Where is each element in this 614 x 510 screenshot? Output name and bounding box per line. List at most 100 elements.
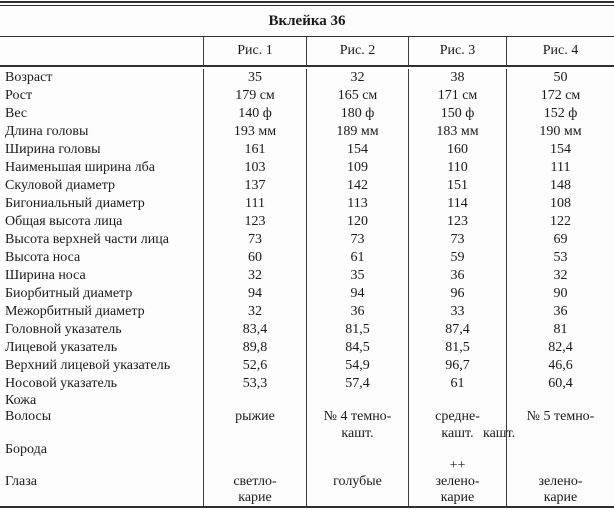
row-value: 180 ф: [306, 105, 408, 123]
row-value: 73: [408, 231, 506, 249]
row-value: 60,4: [506, 375, 614, 393]
row-value: 114: [408, 195, 506, 213]
table-row: Межорбитный диаметр 32 36 33 36: [0, 303, 614, 321]
cell-line: голубые: [333, 474, 382, 489]
row-value: 111: [506, 159, 614, 177]
row-value: 35: [306, 267, 408, 285]
cell-line: кашт.: [441, 426, 474, 441]
cell-line: кашт.: [341, 426, 374, 441]
table-row: Вес 140 ф 180 ф 150 ф 152 ф: [0, 105, 614, 123]
table-row: Наименьшая ширина лба 103 109 110 111: [0, 159, 614, 177]
row-value: 36: [306, 303, 408, 321]
table-row: Ширина головы 161 154 160 154: [0, 141, 614, 159]
row-value: 171 см: [408, 87, 506, 105]
row-value: 122: [506, 213, 614, 231]
row-value: 50: [506, 69, 614, 87]
table-row: Кожа: [0, 393, 614, 408]
row-value: 137: [203, 177, 306, 195]
cell-line: светло-: [233, 474, 277, 489]
row-value: ++ зелено-карие: [408, 458, 506, 506]
row-value: 59: [408, 249, 506, 267]
row-value: № 5 темно-кашт.: [483, 408, 614, 442]
column-header: Рис. 1: [203, 37, 306, 65]
row-value: [408, 393, 506, 408]
row-value: 46,6: [506, 357, 614, 375]
row-value: № 4 темно-кашт.: [306, 408, 408, 442]
row-value: 57,4: [306, 375, 408, 393]
row-value: 172 см: [506, 87, 614, 105]
row-label: Ширина носа: [5, 268, 86, 283]
row-value: 38: [408, 69, 506, 87]
row-value: зелено-карие: [506, 458, 614, 506]
row-value: 32: [203, 267, 306, 285]
row-value: 103: [203, 159, 306, 177]
cell-line: рыжие: [235, 409, 275, 424]
row-value: 35: [203, 69, 306, 87]
row-label: Длина головы: [5, 124, 89, 139]
header-empty-cell: [0, 37, 203, 65]
table-row: Высота носа 60 61 59 53: [0, 249, 614, 267]
top-double-rule: [0, 1, 614, 6]
column-header: Рис. 2: [306, 37, 408, 65]
row-value: 96: [408, 285, 506, 303]
row-value: 109: [306, 159, 408, 177]
row-value: 179 см: [203, 87, 306, 105]
row-label: Высота верхней части лица: [5, 232, 169, 247]
row-value: рыжие: [203, 408, 306, 442]
row-value: [306, 442, 408, 458]
row-value: 160: [408, 141, 506, 159]
row-value: [203, 442, 306, 458]
row-value: 193 мм: [203, 123, 306, 141]
row-value: 161: [203, 141, 306, 159]
table-row: Ширина носа 32 35 36 32: [0, 267, 614, 285]
row-value: 140 ф: [203, 105, 306, 123]
table-row: Биорбитный диаметр 94 94 96 90: [0, 285, 614, 303]
cell-line: карие: [238, 490, 272, 505]
cell-line: карие: [543, 490, 578, 505]
row-value: 53,3: [203, 375, 306, 393]
row-label: Носовой указатель: [5, 376, 118, 391]
cell-line: кашт.: [483, 426, 516, 441]
row-value: 53: [506, 249, 614, 267]
row-value: 61: [408, 375, 506, 393]
row-value: [203, 393, 306, 408]
row-value: 154: [506, 141, 614, 159]
row-value: светло-карие: [203, 458, 306, 506]
row-value: 33: [408, 303, 506, 321]
row-value: 113: [306, 195, 408, 213]
row-label: Борода: [5, 442, 47, 457]
cell-line: средне-: [435, 409, 480, 424]
row-value: [506, 393, 614, 408]
table-header: Рис. 1 Рис. 2 Рис. 3 Рис. 4: [0, 37, 614, 67]
table-body: Возраст 35 32 38 50 Рост 179 см 165 см 171 см 172…: [0, 67, 614, 506]
row-value: 73: [203, 231, 306, 249]
row-value: 82,4: [506, 339, 614, 357]
row-value: 94: [203, 285, 306, 303]
row-value: 61: [306, 249, 408, 267]
row-value: 52,6: [203, 357, 306, 375]
bottom-rule: [0, 506, 614, 508]
row-value: 83,4: [203, 321, 306, 339]
table-row: Лицевой указатель 89,8 84,5 81,5 82,4: [0, 339, 614, 357]
row-label: Биорбитный диаметр: [5, 286, 133, 301]
row-value: [408, 442, 506, 458]
row-value: 54,9: [306, 357, 408, 375]
row-label: Вес: [5, 106, 28, 121]
row-label: Высота носа: [5, 250, 81, 265]
cell-line: ++: [449, 458, 466, 473]
row-value: 81,5: [306, 321, 408, 339]
row-value: 60: [203, 249, 306, 267]
row-value: 183 мм: [408, 123, 506, 141]
row-value: 151: [408, 177, 506, 195]
row-value: 108: [506, 195, 614, 213]
cell-line: [507, 458, 614, 474]
row-label: Ширина головы: [5, 142, 101, 157]
row-value: 110: [408, 159, 506, 177]
column-header: Рис. 3: [408, 37, 506, 65]
row-label: Волосы: [5, 409, 52, 424]
row-label: Возраст: [5, 70, 53, 85]
row-value: 111: [203, 195, 306, 213]
table-row: Рост 179 см 165 см 171 см 172 см: [0, 87, 614, 105]
row-value: 32: [203, 303, 306, 321]
